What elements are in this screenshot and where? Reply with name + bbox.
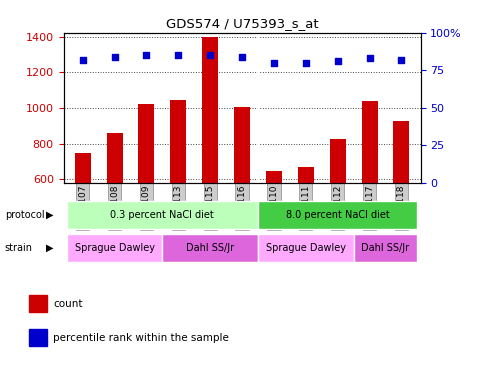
Text: 8.0 percent NaCl diet: 8.0 percent NaCl diet [285, 210, 389, 220]
Point [365, 56, 373, 61]
Bar [170, 100, 186, 183]
Bar [265, 171, 281, 183]
Title: GDS574 / U75393_s_at: GDS574 / U75393_s_at [165, 17, 318, 30]
Bar [393, 121, 408, 183]
Bar [162, 234, 258, 262]
Bar [28, 329, 46, 346]
Text: 0.3 percent NaCl diet: 0.3 percent NaCl diet [110, 210, 214, 220]
Bar [258, 234, 353, 262]
Bar [202, 37, 218, 183]
Text: count: count [53, 299, 82, 309]
Point [301, 60, 309, 66]
Text: Dahl SS/Jr: Dahl SS/Jr [361, 243, 409, 253]
Point [110, 54, 118, 60]
Bar [234, 107, 249, 183]
Point [238, 54, 245, 60]
Text: ▶: ▶ [46, 243, 54, 253]
Bar [28, 295, 46, 313]
Bar [361, 101, 377, 183]
Text: strain: strain [5, 243, 33, 253]
Bar [297, 167, 313, 183]
Bar [258, 201, 416, 229]
Text: Sprague Dawley: Sprague Dawley [265, 243, 345, 253]
Point [142, 53, 150, 59]
Point [397, 57, 405, 63]
Bar [106, 132, 122, 183]
Bar [138, 104, 154, 183]
Text: Dahl SS/Jr: Dahl SS/Jr [186, 243, 234, 253]
Bar [353, 234, 416, 262]
Bar [67, 201, 258, 229]
Text: Sprague Dawley: Sprague Dawley [74, 243, 154, 253]
Point [174, 53, 182, 59]
Point [79, 57, 86, 63]
Point [333, 59, 341, 64]
Point [269, 60, 277, 66]
Bar [75, 153, 90, 183]
Text: percentile rank within the sample: percentile rank within the sample [53, 333, 229, 343]
Bar [329, 139, 345, 183]
Text: ▶: ▶ [46, 210, 54, 220]
Bar [67, 234, 162, 262]
Point [206, 53, 214, 59]
Text: protocol: protocol [5, 210, 44, 220]
